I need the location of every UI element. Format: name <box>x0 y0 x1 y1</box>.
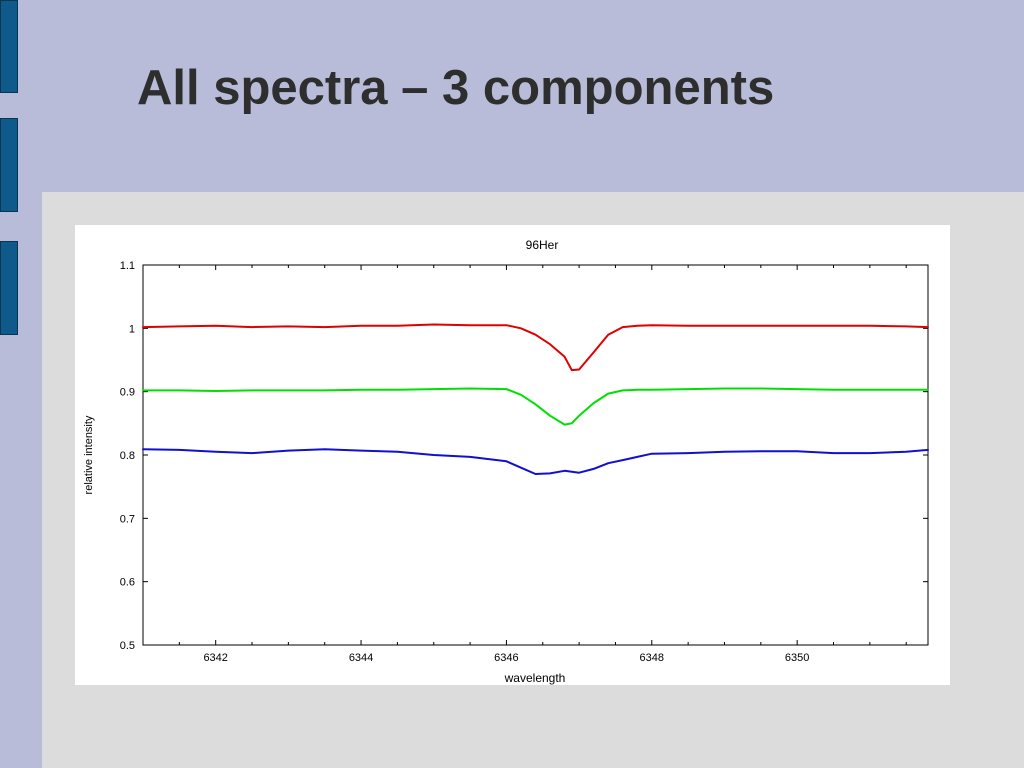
plot-frame <box>142 264 929 646</box>
y-tick-label: 1.1 <box>120 260 135 272</box>
x-axis: 6342 6344 6346 6348 6350 <box>142 265 907 664</box>
y-axis: 0.5 0.6 0.7 0.8 0.9 1 1.1 <box>120 260 928 652</box>
side-tab-1 <box>0 0 18 93</box>
x-tick-label: 6348 <box>640 652 664 664</box>
side-tab-3 <box>0 241 18 335</box>
chart-title: 96Her <box>526 238 559 252</box>
y-tick-label: 0.9 <box>120 387 135 399</box>
side-tab-2 <box>0 118 18 212</box>
series-line-3 <box>142 448 929 475</box>
series-line-2 <box>142 387 929 426</box>
y-tick-label: 0.5 <box>120 640 135 652</box>
x-tick-label: 6342 <box>203 652 227 664</box>
x-tick-label: 6346 <box>494 652 518 664</box>
slide-title: All spectra – 3 components <box>137 61 775 115</box>
y-tick-label: 0.8 <box>120 450 135 462</box>
y-axis-label: relative intensity <box>83 415 95 494</box>
x-tick-label: 6344 <box>349 652 373 664</box>
series-group <box>142 323 929 475</box>
x-tick-label: 6350 <box>785 652 809 664</box>
y-tick-label: 1 <box>129 323 135 335</box>
y-tick-label: 0.7 <box>120 513 135 525</box>
chart-container: 96Her 0.5 0.6 0.7 0.8 0.9 1 1.1 6342 6344 6346 63… <box>75 225 950 685</box>
y-tick-label: 0.6 <box>120 577 135 589</box>
spectra-chart: 96Her 0.50.60.70.80.911.1 6342 6344 6346 63… <box>83 238 929 685</box>
x-axis-label: wavelength <box>504 671 566 685</box>
series-line-1 <box>142 323 929 372</box>
